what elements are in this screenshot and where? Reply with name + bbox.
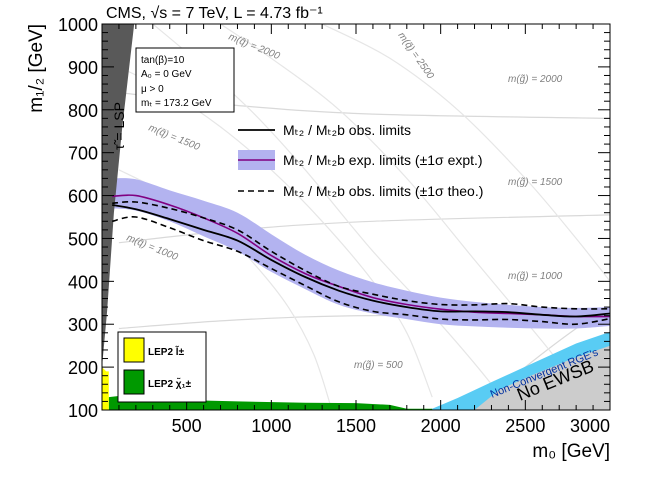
theory-down-limit-line <box>112 216 610 326</box>
lep2-chargino-region <box>108 395 433 410</box>
observed-limit-line <box>112 204 610 318</box>
param-line: mₜ = 173.2 GeV <box>141 98 212 109</box>
axis-ticks <box>102 23 611 411</box>
x-tick-label: 3000 <box>570 416 610 436</box>
y-tick-label: 400 <box>68 272 98 292</box>
lep2-slepton-region <box>102 367 109 410</box>
legend-obs-label: Mₜ₂ / Mₜ₂b obs. limits <box>283 122 411 138</box>
iso-gluino-label: m(g̃) = 2000 <box>508 74 563 85</box>
param-line: tan(β)=10 <box>141 55 185 66</box>
y-tick-label: 200 <box>68 358 98 378</box>
iso-squark-curve <box>220 24 594 407</box>
axis-tick-labels: 500 1000 1500 2000 2500 3000 100 200 300 400 500 60… <box>58 15 610 436</box>
legend-theo-label: Mₜ₂ / Mₜ₂b obs. limits (±1σ theo.) <box>283 183 483 199</box>
x-tick-label: 1500 <box>336 416 376 436</box>
x-tick-label: 500 <box>172 416 202 436</box>
iso-squark-curve <box>321 24 610 282</box>
param-line: μ > 0 <box>141 84 164 95</box>
y-tick-label: 900 <box>68 58 98 78</box>
iso-gluino-label: m(g̃) = 500 <box>354 360 403 371</box>
iso-gluino-label: m(g̃) = 1500 <box>508 177 563 188</box>
no-ewsb-region <box>474 345 610 410</box>
expected-limit-band <box>112 178 610 329</box>
lep-slepton-label: LEP2 l̃± <box>148 345 185 358</box>
y-tick-label: 500 <box>68 229 98 249</box>
x-tick-label: 2000 <box>421 416 461 436</box>
y-tick-label: 300 <box>68 315 98 335</box>
iso-gluino-label: m(g̃) = 1000 <box>508 271 563 282</box>
x-tick-label: 1000 <box>251 416 291 436</box>
parameter-box: tan(β)=10 A₀ = 0 GeV μ > 0 mₜ = 173.2 Ge… <box>135 47 235 113</box>
y-tick-label: 600 <box>68 187 98 207</box>
legend-exp-label: Mₜ₂ / Mₜ₂b exp. limits (±1σ expt.) <box>283 152 483 168</box>
lep-chargino-label: LEP2 χ̃₁± <box>148 377 192 390</box>
y-tick-label: 100 <box>68 401 98 421</box>
lep-chargino-swatch <box>123 369 145 395</box>
lep-slepton-swatch <box>123 337 145 363</box>
param-line: A₀ = 0 GeV <box>141 69 192 80</box>
y-tick-label: 700 <box>68 144 98 164</box>
x-tick-label: 2500 <box>505 416 545 436</box>
y-tick-label: 1000 <box>58 15 98 35</box>
chart-title: CMS, √s = 7 TeV, L = 4.73 fb⁻¹ <box>106 5 323 22</box>
theory-up-limit-line <box>112 200 610 310</box>
stau-lsp-label: τ̃ = LSP <box>111 102 127 150</box>
y-tick-label: 800 <box>68 101 98 121</box>
lep-legend: LEP2 l̃± LEP2 χ̃₁± <box>117 331 207 403</box>
legend: Mₜ₂ / Mₜ₂b obs. limits Mₜ₂ / Mₜ₂b exp. l… <box>238 122 483 199</box>
x-axis-label: m₀ [GeV] <box>532 441 610 462</box>
y-axis-label: m₁/₂ [GeV] <box>26 24 47 113</box>
iso-gluino-curve <box>118 214 610 244</box>
